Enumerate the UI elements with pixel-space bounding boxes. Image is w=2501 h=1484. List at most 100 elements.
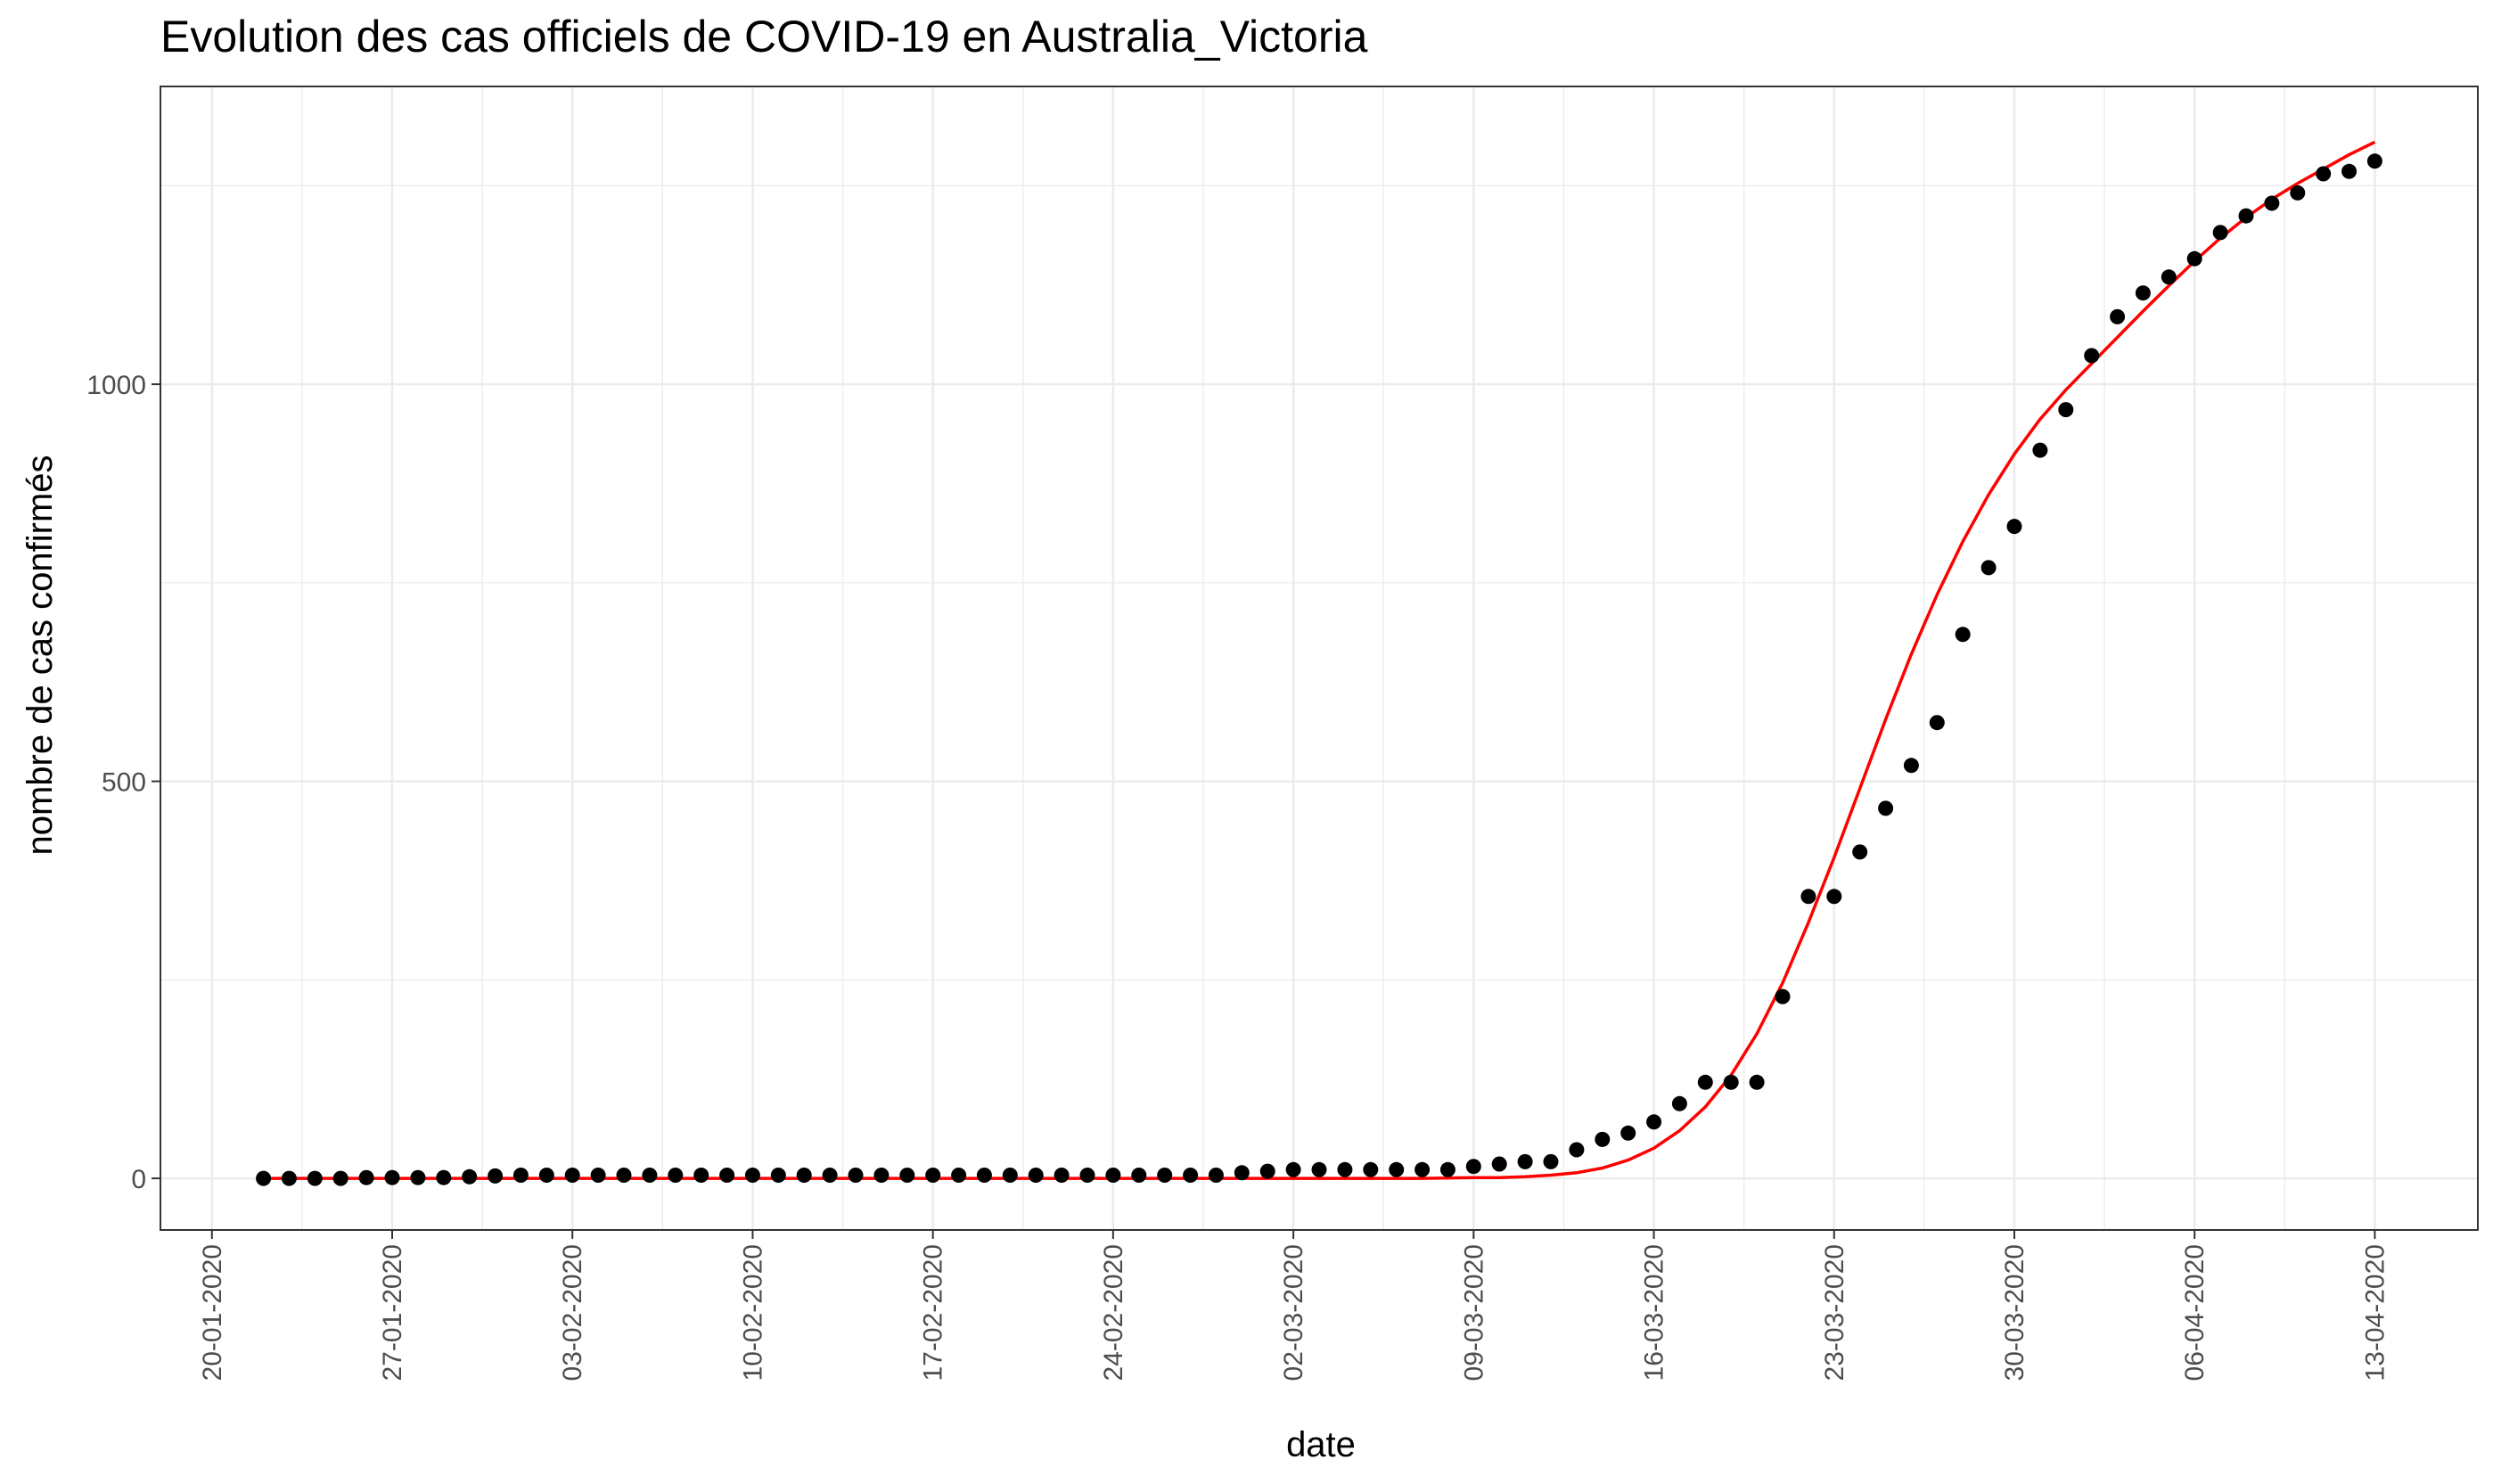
data-point — [1439, 1161, 1456, 1177]
data-point — [1903, 758, 1919, 774]
data-point — [1569, 1142, 1585, 1158]
data-point — [1826, 889, 1842, 905]
panel-border — [160, 86, 2479, 1231]
data-point — [1929, 715, 1945, 731]
data-point — [744, 1168, 760, 1183]
data-point — [2290, 184, 2306, 201]
data-point — [1208, 1168, 1224, 1183]
data-point — [2084, 348, 2100, 364]
data-point — [256, 1170, 272, 1186]
data-point — [1259, 1163, 1275, 1179]
data-point — [2316, 166, 2332, 182]
x-tick-label: 30-03-2020 — [2000, 1244, 2030, 1381]
data-point — [2006, 519, 2022, 535]
data-point — [925, 1168, 941, 1183]
data-point — [1491, 1156, 1507, 1172]
data-point — [873, 1168, 890, 1183]
data-point — [1363, 1161, 1379, 1177]
data-point — [2058, 402, 2074, 418]
data-point — [2212, 225, 2228, 241]
data-point — [848, 1168, 864, 1183]
data-point — [770, 1168, 786, 1183]
data-point — [1157, 1168, 1173, 1183]
data-point — [1852, 844, 1868, 860]
data-point — [307, 1170, 323, 1186]
data-point — [899, 1168, 915, 1183]
data-point — [462, 1168, 478, 1185]
fit-layer — [263, 140, 2376, 1180]
x-tick-label: 13-04-2020 — [2360, 1244, 2390, 1381]
data-point — [1234, 1165, 1250, 1181]
data-point — [822, 1168, 838, 1183]
data-point — [332, 1170, 348, 1186]
x-tick-label: 23-03-2020 — [1820, 1244, 1849, 1381]
data-point — [2366, 153, 2382, 169]
data-point — [1183, 1168, 1199, 1183]
data-point — [2264, 195, 2280, 211]
data-point — [2110, 308, 2126, 324]
chart-title: Evolution des cas officiels de COVID-19 … — [160, 12, 1368, 61]
fitted-curve — [263, 140, 2376, 1180]
data-point — [616, 1168, 632, 1183]
x-tick-label: 27-01-2020 — [378, 1244, 407, 1381]
data-point — [2238, 208, 2254, 224]
data-point — [1028, 1168, 1044, 1183]
x-tick-label: 16-03-2020 — [1640, 1244, 1669, 1381]
data-point — [538, 1168, 554, 1183]
data-point — [436, 1169, 452, 1185]
x-tick-label: 24-02-2020 — [1099, 1244, 1128, 1381]
y-tick-label: 0 — [131, 1165, 146, 1194]
data-point — [512, 1168, 529, 1183]
x-tick-label: 10-02-2020 — [738, 1244, 767, 1381]
data-point — [1543, 1153, 1559, 1169]
x-tick-label: 09-03-2020 — [1459, 1244, 1488, 1381]
y-tick-label: 1000 — [86, 371, 146, 400]
x-tick-label: 17-02-2020 — [919, 1244, 948, 1381]
data-point — [1414, 1161, 1431, 1177]
points-layer — [256, 153, 2382, 1186]
data-point — [1285, 1161, 1301, 1177]
y-axis-title: nombre de cas confirmés — [20, 455, 60, 855]
data-point — [281, 1170, 297, 1186]
data-point — [1980, 560, 1997, 576]
x-tick-label: 06-04-2020 — [2180, 1244, 2210, 1381]
data-point — [1671, 1095, 1687, 1111]
data-point — [951, 1168, 967, 1183]
grid-layer — [160, 86, 2478, 1230]
data-point — [1646, 1114, 1662, 1130]
data-point — [358, 1169, 374, 1185]
data-point — [1620, 1125, 1636, 1141]
data-point — [1775, 988, 1791, 1004]
data-point — [488, 1168, 504, 1184]
data-point — [2032, 442, 2048, 458]
data-point — [2161, 269, 2177, 285]
data-point — [1054, 1168, 1070, 1183]
data-point — [1697, 1074, 1713, 1090]
data-point — [1465, 1159, 1481, 1175]
data-point — [590, 1168, 606, 1183]
data-point — [384, 1169, 400, 1185]
data-point — [719, 1168, 735, 1183]
data-point — [2341, 163, 2358, 179]
data-point — [2186, 250, 2202, 266]
data-point — [1723, 1074, 1739, 1090]
data-point — [976, 1168, 992, 1183]
x-tick-label: 02-03-2020 — [1279, 1244, 1308, 1381]
data-point — [564, 1168, 580, 1183]
data-point — [2135, 285, 2151, 301]
data-point — [1517, 1153, 1533, 1169]
data-point — [1955, 627, 1971, 643]
data-point — [1749, 1074, 1765, 1090]
data-point — [1800, 889, 1816, 905]
data-point — [1105, 1168, 1121, 1183]
axis-layer: 20-01-2020 27-01-2020 03-02-2020 10-02-2020… — [86, 371, 2390, 1381]
x-tick-label: 20-01-2020 — [198, 1244, 227, 1381]
data-point — [1337, 1161, 1353, 1177]
data-point — [410, 1169, 426, 1185]
data-point — [1131, 1168, 1147, 1183]
data-point — [1002, 1168, 1018, 1183]
y-tick-label: 500 — [102, 768, 146, 798]
x-tick-label: 03-02-2020 — [558, 1244, 587, 1381]
data-point — [1595, 1131, 1611, 1147]
